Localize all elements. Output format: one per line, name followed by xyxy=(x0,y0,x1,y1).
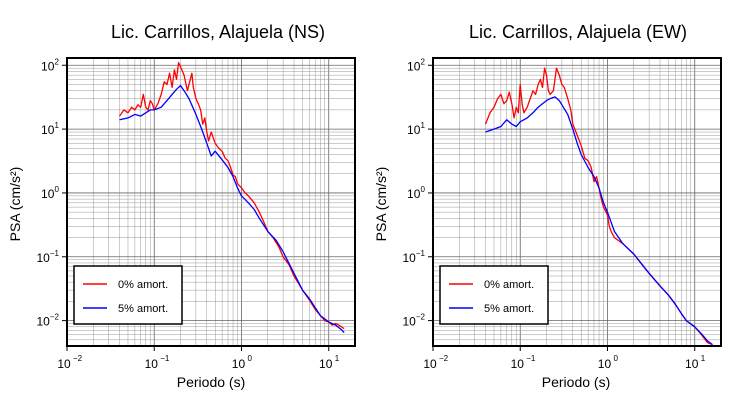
x-tick-label: 10 xyxy=(598,357,612,371)
x-tick-exponent: −2 xyxy=(73,354,83,363)
y-tick-label: 10 xyxy=(41,59,55,73)
x-tick-exponent: 1 xyxy=(701,354,706,363)
y-tick-label: 10 xyxy=(41,187,55,201)
chart-title: Lic. Carrillos, Alajuela (NS) xyxy=(111,22,325,42)
legend-entry: 5% amort. xyxy=(118,303,168,315)
x-tick-labels: 10 −2 10 −1 10 0 10 1 xyxy=(57,346,340,371)
plot-frame xyxy=(66,57,356,347)
x-tick-label: 10 xyxy=(319,357,333,371)
series-line-5pct xyxy=(119,84,345,333)
y-tick-label: 10 xyxy=(407,123,421,137)
chart-title: Lic. Carrillos, Alajuela (EW) xyxy=(469,22,687,42)
x-tick-exponent: −1 xyxy=(526,354,536,363)
y-tick-exponent: 1 xyxy=(421,121,426,130)
legend-box xyxy=(439,265,549,325)
y-tick-exponent: 2 xyxy=(55,57,60,66)
chart-panel-ew: Lic. Carrillos, Alajuela (EW) 10 −2 10 −1 10… xyxy=(373,22,722,390)
legend-entry: 0% amort. xyxy=(118,279,168,291)
y-tick-label: 10 xyxy=(36,251,50,265)
x-tick-label: 10 xyxy=(685,357,699,371)
grid xyxy=(66,58,356,347)
legend-box xyxy=(73,265,183,325)
y-tick-exponent: 0 xyxy=(421,185,426,194)
x-tick-label: 10 xyxy=(145,357,159,371)
y-tick-label: 10 xyxy=(402,251,416,265)
y-tick-exponent: 0 xyxy=(55,185,60,194)
y-tick-exponent: −2 xyxy=(416,313,426,322)
x-tick-exponent: 0 xyxy=(613,354,618,363)
x-tick-exponent: 0 xyxy=(247,354,252,363)
x-tick-exponent: −2 xyxy=(439,354,449,363)
y-tick-label: 10 xyxy=(36,315,50,329)
x-tick-label: 10 xyxy=(511,357,525,371)
y-tick-exponent: 1 xyxy=(55,121,60,130)
x-tick-label: 10 xyxy=(232,357,246,371)
y-tick-label: 10 xyxy=(402,315,416,329)
plot-frame xyxy=(432,57,722,347)
y-tick-exponent: −1 xyxy=(416,249,426,258)
x-tick-exponent: −1 xyxy=(160,354,170,363)
legend: 0% amort. 5% amort. xyxy=(73,265,183,325)
y-tick-label: 10 xyxy=(41,123,55,137)
x-tick-exponent: 1 xyxy=(335,354,340,363)
x-axis-label: Periodo (s) xyxy=(177,374,245,390)
series-line-5pct xyxy=(485,96,713,346)
y-tick-label: 10 xyxy=(407,59,421,73)
y-tick-label: 10 xyxy=(407,187,421,201)
x-axis-label: Periodo (s) xyxy=(542,374,610,390)
series-group xyxy=(118,61,345,333)
x-tick-label: 10 xyxy=(57,357,71,371)
legend: 0% amort. 5% amort. xyxy=(439,265,549,325)
y-axis-label: PSA (cm/s²) xyxy=(7,167,23,242)
y-axis-label: PSA (cm/s²) xyxy=(373,167,389,242)
chart-panel-ns: Lic. Carrillos, Alajuela (NS) 10 −2 10 −1 10… xyxy=(7,22,356,390)
y-tick-exponent: 2 xyxy=(421,57,426,66)
legend-entry: 0% amort. xyxy=(484,279,534,291)
y-tick-exponent: −1 xyxy=(50,249,60,258)
y-tick-exponent: −2 xyxy=(50,313,60,322)
x-tick-label: 10 xyxy=(423,357,437,371)
x-tick-labels: 10 −2 10 −1 10 0 10 1 xyxy=(423,346,706,371)
legend-entry: 5% amort. xyxy=(484,303,534,315)
series-line-0pct xyxy=(118,61,345,330)
series-group xyxy=(484,67,713,346)
